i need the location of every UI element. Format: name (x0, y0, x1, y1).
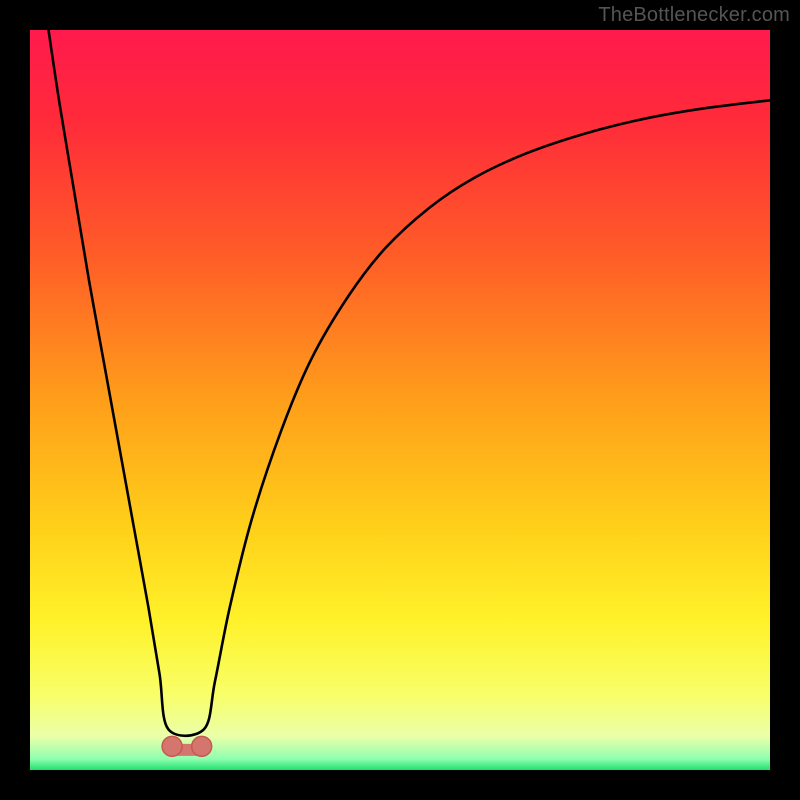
valley-marker-0 (162, 736, 182, 756)
plot-background (30, 30, 770, 770)
bottleneck-chart (0, 0, 800, 800)
watermark-text: TheBottlenecker.com (598, 4, 790, 27)
chart-container: TheBottlenecker.com (0, 0, 800, 800)
valley-marker-1 (192, 736, 212, 756)
